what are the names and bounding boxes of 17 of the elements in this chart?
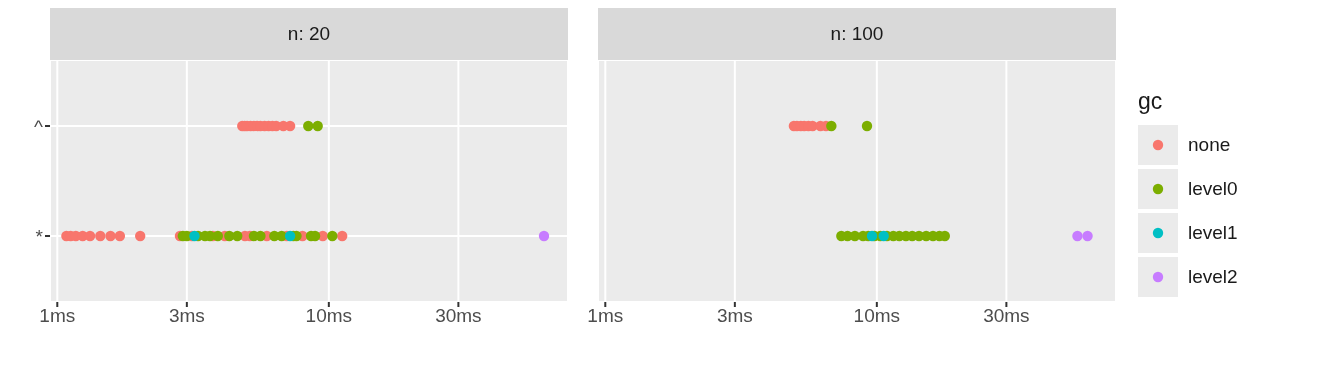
chart-title: n: 100 bbox=[598, 8, 1116, 60]
legend-title: gc bbox=[1138, 88, 1164, 115]
legend-label: level2 bbox=[1188, 266, 1238, 288]
x-tick-label: 30ms bbox=[435, 305, 482, 327]
x-tick-label: 10ms bbox=[853, 305, 901, 327]
y-tick-label: ^ bbox=[34, 115, 44, 137]
y-tick-label: * bbox=[35, 225, 44, 247]
legend-label: none bbox=[1188, 134, 1231, 156]
x-tick-label: 10ms bbox=[305, 305, 353, 327]
chart-title: n: 20 bbox=[50, 8, 568, 60]
x-tick-label: 3ms bbox=[168, 305, 205, 327]
legend-label: level1 bbox=[1188, 222, 1238, 244]
x-tick-label: 1ms bbox=[587, 305, 624, 327]
x-tick-label: 30ms bbox=[983, 305, 1030, 327]
x-tick-label: 1ms bbox=[39, 305, 76, 327]
x-tick-label: 3ms bbox=[716, 305, 753, 327]
legend-label: level0 bbox=[1188, 178, 1238, 200]
